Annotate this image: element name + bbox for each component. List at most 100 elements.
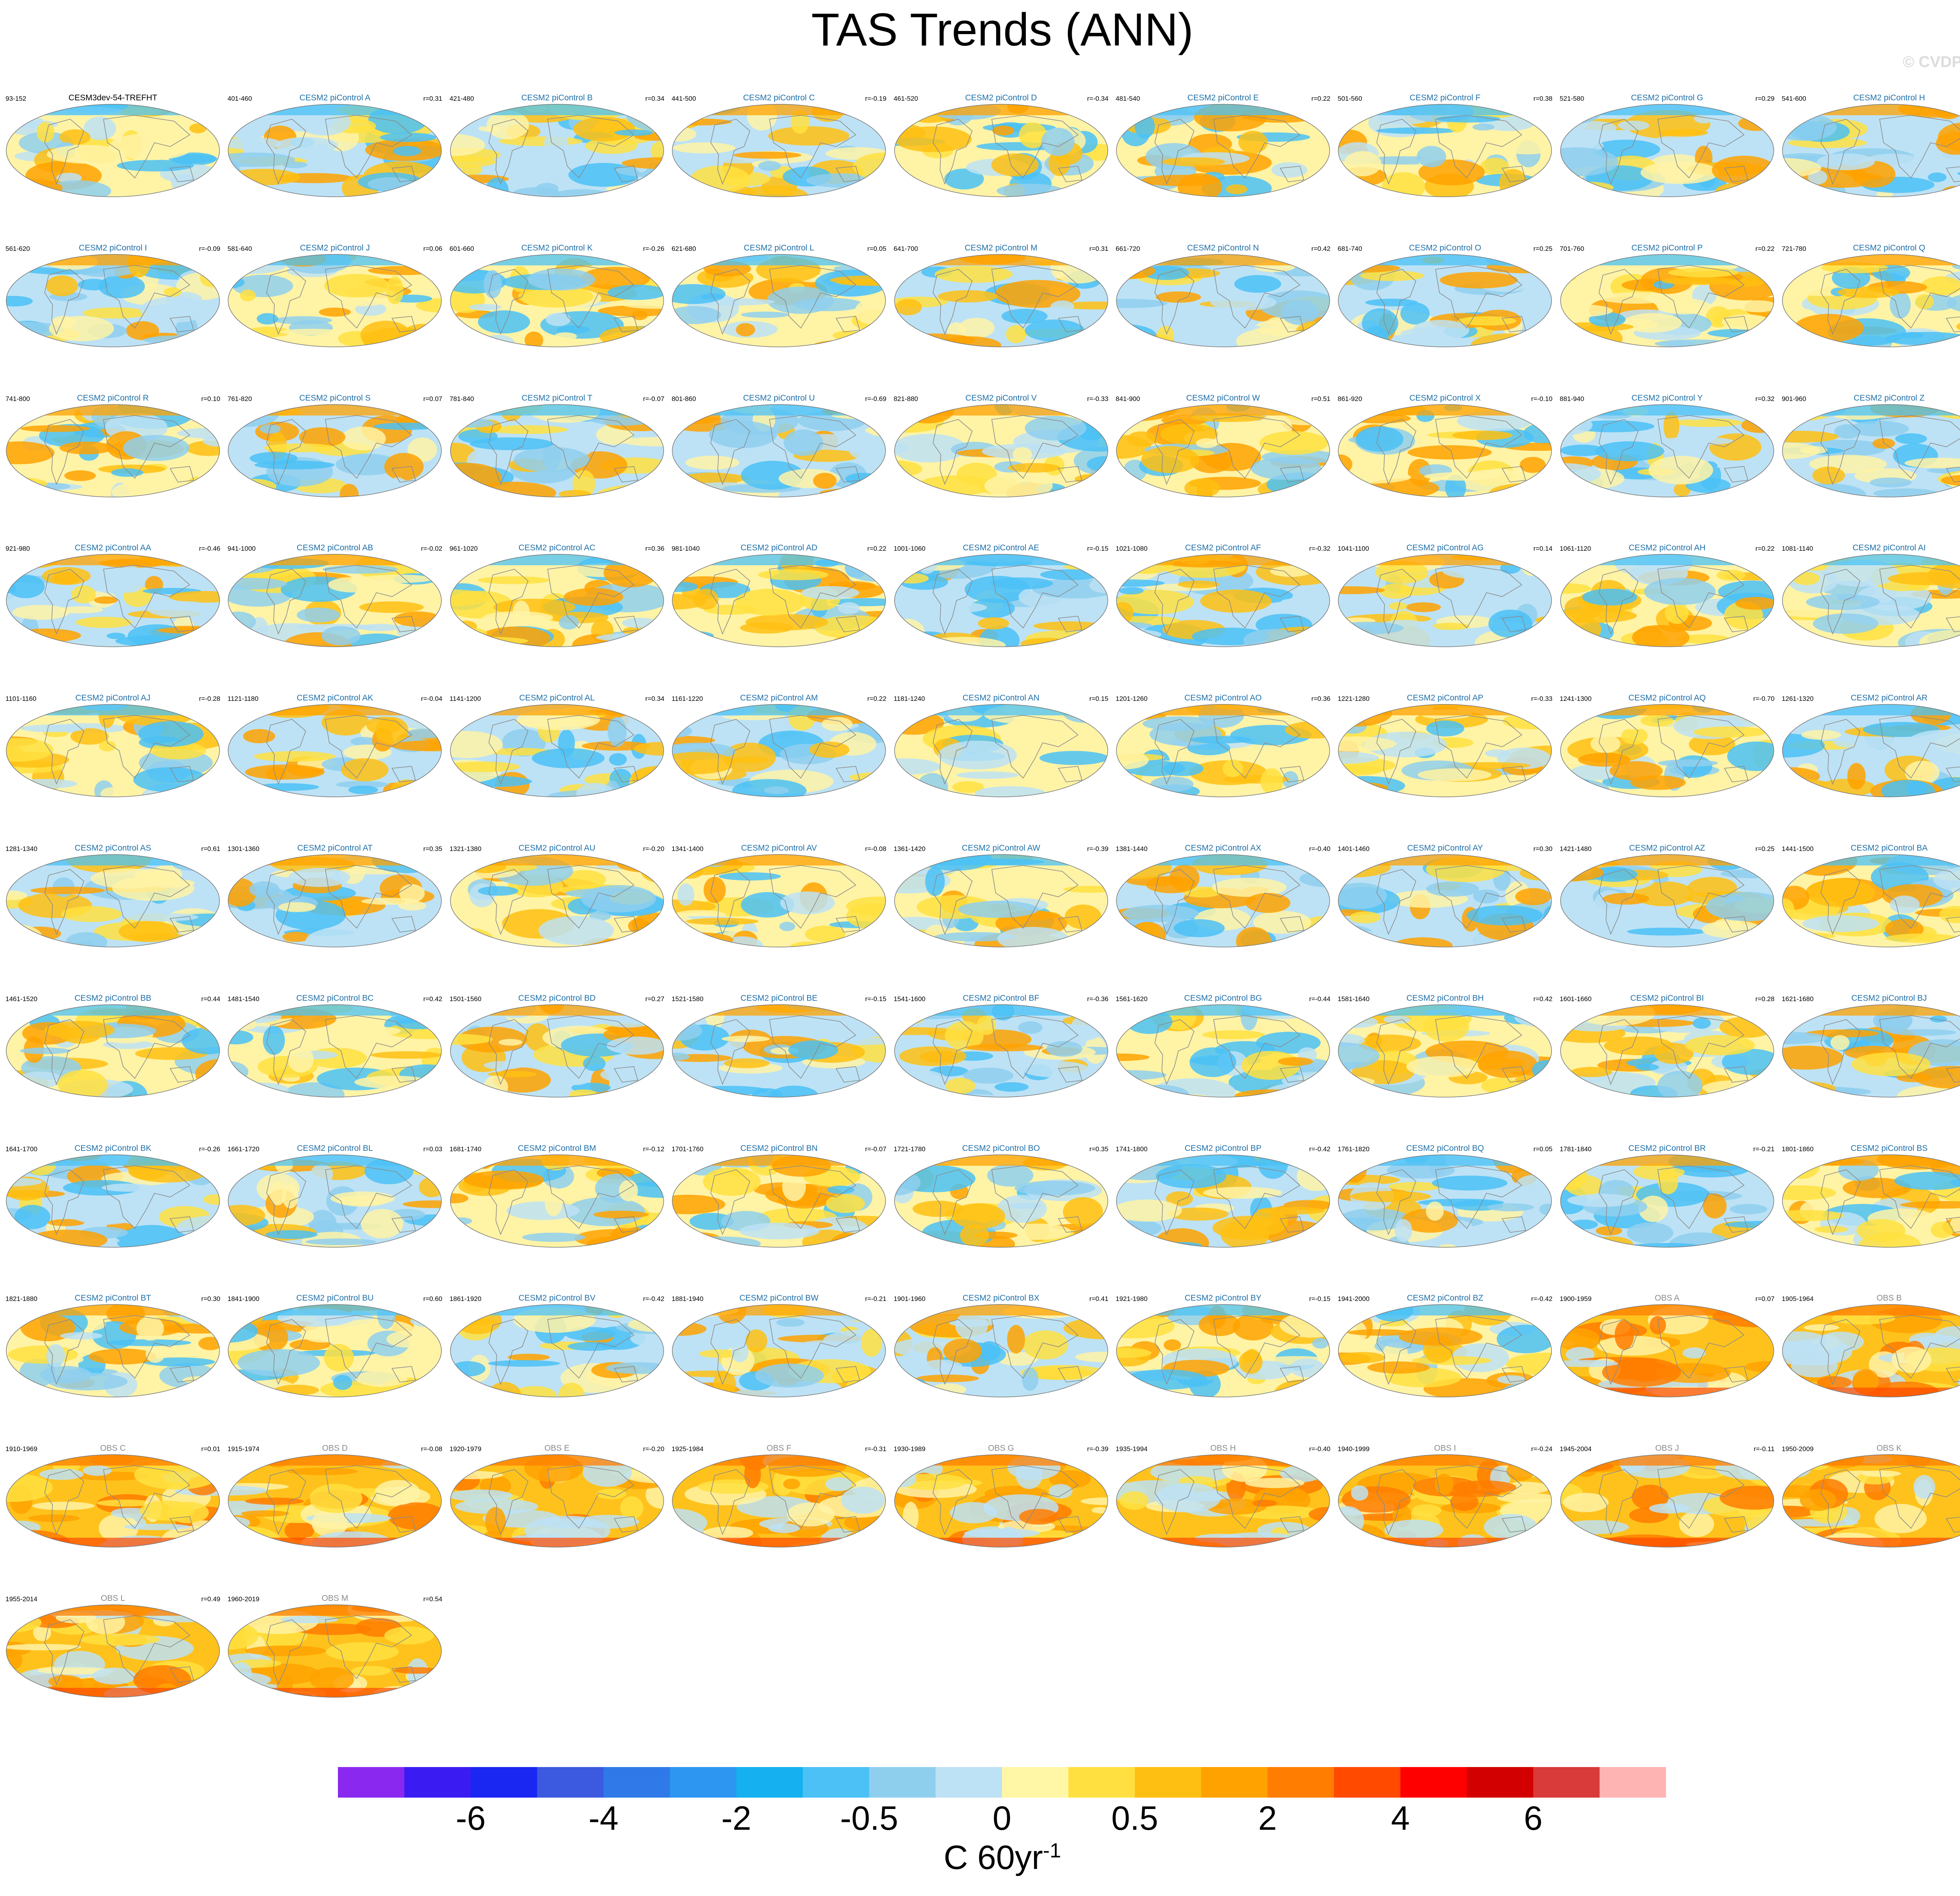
panel-years: 461-520 [893,95,918,102]
panel-correlation: r=-0.08 [865,845,887,853]
panel-years: 1181-1240 [893,695,925,703]
colorbar-tick-labels: -6 -4 -2 -0.5 0 0.5 2 4 6 [338,1799,1666,1838]
trend-map [1560,404,1774,497]
map-panel: 1521-1580 CESM2 piControl BE r=-0.15 [671,994,886,1099]
panel-title: CESM2 piControl J [300,243,370,252]
panel-correlation: r=0.29 [1755,95,1775,102]
panel-title: CESM2 piControl AU [518,844,595,853]
panel-years: 481-540 [1116,95,1140,102]
map-panel: 1930-1989 OBS G r=-0.39 [894,1444,1109,1549]
panel-correlation: r=0.34 [645,695,664,703]
colorbar-tick-label: -2 [721,1800,751,1837]
map-panel: 1241-1300 CESM2 piControl AQ r=-0.70 [1560,693,1775,798]
panel-correlation: r=0.25 [1755,845,1775,853]
panel-title: OBS D [322,1444,348,1453]
panel-years: 1761-1820 [1338,1145,1370,1153]
panel-correlation: r=0.03 [423,1145,443,1153]
panel-title: CESM2 piControl AS [74,844,151,853]
panel-years: 961-1020 [449,545,478,553]
panel-years: 1921-1980 [1116,1295,1148,1303]
panel-title: CESM2 piControl Z [1853,393,1925,403]
panel-years: 1221-1280 [1338,695,1370,703]
panel-correlation: r=-0.46 [199,545,220,553]
panel-title: CESM2 piControl BX [962,1294,1040,1303]
trend-map [228,1154,442,1248]
map-panel: 1960-2019 OBS M r=0.54 [227,1594,442,1699]
panel-correlation: r=0.35 [423,845,443,853]
panel-correlation: r=0.36 [645,545,664,553]
panel-correlation: r=0.44 [201,995,220,1003]
panel-correlation: r=-0.42 [643,1295,664,1303]
map-panel: 681-740 CESM2 piControl O r=0.25 [1338,243,1552,348]
trend-map [672,854,886,947]
map-panel: 1920-1979 OBS E r=-0.20 [450,1444,664,1549]
trend-map [1560,1454,1774,1548]
map-panel: 1941-2000 CESM2 piControl BZ r=-0.42 [1338,1294,1552,1399]
colorbar-swatch [935,1767,1002,1798]
panel-years: 401-460 [227,95,252,102]
panel-title: CESM2 piControl AW [962,844,1040,853]
colorbar-tick-label: 0 [993,1800,1011,1837]
panel-title: CESM2 piControl BN [740,1143,818,1153]
panel-years: 1021-1080 [1116,545,1148,553]
panel-years: 1960-2019 [227,1595,260,1603]
panel-years: 681-740 [1338,245,1362,252]
map-panel: 1915-1974 OBS D r=-0.08 [227,1444,442,1549]
panel-title: CESM2 piControl BI [1630,993,1704,1003]
panel-title: CESM2 piControl AE [963,543,1040,553]
panel-correlation: r=-0.33 [1531,695,1553,703]
panel-correlation: r=-0.32 [1309,545,1330,553]
panel-title: OBS M [321,1594,348,1603]
trend-map [1338,1454,1552,1548]
panel-title: CESM2 piControl BT [74,1294,151,1303]
map-panel: 1481-1540 CESM2 piControl BC r=0.42 [227,994,442,1099]
map-panel: 1181-1240 CESM2 piControl AN r=0.15 [893,693,1109,798]
panel-title: OBS B [1877,1294,1902,1303]
map-panel: 1935-1994 OBS H r=-0.40 [1116,1444,1330,1549]
map-panel: 1381-1440 CESM2 piControl AX r=-0.40 [1116,844,1330,949]
trend-map [1116,554,1330,648]
panel-title: OBS H [1210,1444,1236,1453]
colorbar-swatch [1134,1767,1201,1798]
panel-correlation: r=-0.10 [1531,395,1553,403]
panel-correlation: r=0.42 [1311,245,1330,252]
map-panel: 1501-1560 CESM2 piControl BD r=0.27 [450,994,664,1099]
map-panel: 1161-1220 CESM2 piControl AM r=0.22 [671,693,886,798]
panel-correlation: r=-0.12 [643,1145,664,1153]
map-panel: 741-800 CESM2 piControl R r=0.10 [5,394,220,499]
panel-years: 1401-1460 [1338,845,1370,853]
units-base: C 60yr [944,1839,1043,1876]
panel-years: 601-660 [449,245,474,252]
panel-years: 1541-1600 [893,995,926,1003]
map-panel: 881-940 CESM2 piControl Y r=0.32 [1560,394,1775,499]
map-panel: 1301-1360 CESM2 piControl AT r=0.35 [227,844,443,949]
panel-title: OBS J [1655,1444,1679,1453]
panel-years: 1950-2009 [1782,1445,1814,1453]
panel-years: 941-1000 [227,545,256,553]
map-panel: 1741-1800 CESM2 piControl BP r=-0.42 [1116,1143,1330,1249]
panel-title: CESM2 piControl E [1187,93,1259,102]
panel-title: CESM2 piControl BM [518,1143,596,1153]
panel-title: CESM2 piControl BR [1628,1143,1706,1153]
panel-title: CESM2 piControl B [521,93,593,102]
trend-map [1782,1004,1960,1098]
trend-map [6,1004,220,1098]
panel-years: 1601-1660 [1559,995,1592,1003]
panel-title: CESM2 piControl BP [1184,1143,1262,1153]
map-panel: 1925-1984 OBS F r=-0.31 [671,1444,886,1549]
panel-title: CESM2 piControl AO [1184,693,1262,703]
trend-map [894,404,1108,497]
panel-title: CESM2 piControl W [1186,393,1260,403]
trend-map [894,104,1108,197]
panel-title: CESM2 piControl P [1631,243,1703,252]
watermark: © CVDP-LE [1902,53,1960,71]
map-panel: 661-720 CESM2 piControl N r=0.42 [1116,243,1330,348]
panel-years: 1581-1640 [1338,995,1370,1003]
map-panel: 1881-1940 CESM2 piControl BW r=-0.21 [671,1294,886,1399]
panel-years: 1441-1500 [1782,845,1814,853]
trend-map [1782,1154,1960,1248]
panel-correlation: r=0.22 [867,545,887,553]
panel-correlation: r=-0.04 [421,695,443,703]
panel-years: 861-920 [1338,395,1362,403]
